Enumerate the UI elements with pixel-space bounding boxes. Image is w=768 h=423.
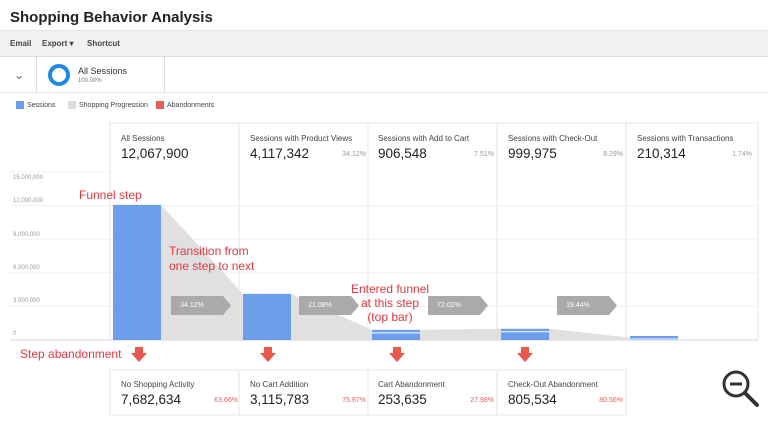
legend-item-sessions: Sessions [16, 101, 55, 109]
y-tick-label: 12,000,000 [13, 198, 44, 204]
segment-bar: ⌄ All Sessions 100.00% [0, 57, 768, 93]
transition-arrow [299, 296, 359, 315]
stage-value: 999,975 [508, 146, 557, 161]
toolbar: Email Export ▾ Shortcut [0, 31, 768, 57]
title-divider [0, 30, 768, 31]
segment-divider [36, 57, 37, 93]
page-title: Shopping Behavior Analysis [10, 9, 213, 26]
abandon-label: Cart Abandonment [378, 380, 445, 389]
transition-label: 72.02% [437, 302, 461, 309]
stage-value: 906,548 [378, 146, 427, 161]
segment-ring-icon[interactable] [48, 64, 70, 86]
stage-percent: 34.12% [342, 151, 366, 158]
legend-swatch-abandonments [156, 101, 164, 109]
legend-swatch-progression [68, 101, 76, 109]
annotation-entered-line3: (top bar) [367, 310, 413, 324]
abandon-percent: 75.67% [342, 397, 366, 404]
abandonment-arrow-icon [517, 347, 533, 362]
legend-item-abandonments: Abandonments [156, 101, 214, 109]
abandon-label: No Shopping Activity [121, 380, 195, 389]
segment-name[interactable]: All Sessions [78, 66, 128, 76]
stage-percent: 8.29% [603, 151, 623, 158]
chevron-down-icon[interactable]: ⌄ [14, 68, 25, 82]
abandon-value: 253,635 [378, 392, 427, 407]
abandon-value: 3,115,783 [250, 392, 310, 407]
transition-arrow [428, 296, 488, 315]
segment-divider-right [164, 57, 165, 93]
abandon-percent: 27.98% [470, 397, 494, 404]
stage-value: 210,314 [637, 146, 686, 161]
email-button[interactable]: Email [10, 39, 32, 48]
y-tick-label: 6,000,000 [13, 265, 40, 271]
annotation-transition-line2: one step to next [169, 259, 255, 273]
funnel-bar [372, 329, 420, 340]
abandon-percent: 63.66% [214, 397, 238, 404]
abandonment-arrow-icon [389, 347, 405, 362]
abandon-value: 805,534 [508, 392, 557, 407]
zoom-out-icon[interactable] [720, 368, 760, 408]
legend-swatch-sessions [16, 101, 24, 109]
transition-label: 21.08% [308, 302, 332, 309]
annotation-step-abandonment: Step abandonment [20, 347, 122, 361]
stage-label: Sessions with Product Views [250, 134, 353, 143]
legend-label: Sessions [27, 101, 56, 109]
stage-value: 4,117,342 [250, 146, 310, 161]
annotation-entered-line2: at this step [360, 296, 420, 310]
stage-label: Sessions with Check-Out [508, 134, 598, 143]
funnel-bar [113, 204, 161, 340]
legend-label: Shopping Progression [79, 101, 148, 109]
shortcut-button[interactable]: Shortcut [87, 39, 120, 48]
stage-percent: 7.51% [474, 151, 494, 158]
y-tick-label: 9,000,000 [13, 232, 40, 238]
annotation-funnel-step: Funnel step [79, 188, 142, 202]
stage-percent: 1.74% [732, 151, 752, 158]
y-tick-label: 15,000,000 [13, 175, 44, 181]
progression-shape [420, 328, 501, 340]
funnel-bar [501, 328, 549, 340]
transition-arrow [171, 296, 231, 315]
stage-label: Sessions with Transactions [637, 134, 734, 143]
stage-label: Sessions with Add to Cart [378, 134, 470, 143]
transition-label: 34.12% [180, 302, 204, 309]
annotation-entered-line1: Entered funnel [350, 282, 430, 296]
stage-value: 12,067,900 [121, 146, 189, 161]
transition-arrow [557, 296, 617, 315]
funnel-bar [630, 336, 678, 340]
abandon-label: No Cart Addition [250, 380, 309, 389]
export-button[interactable]: Export ▾ [42, 39, 74, 48]
transition-label: 19.44% [566, 302, 590, 309]
abandon-percent: 80.56% [599, 397, 623, 404]
abandon-label: Check-Out Abandonment [508, 380, 598, 389]
legend-label: Abandonments [167, 101, 215, 109]
y-tick-label: 3,000,000 [13, 298, 40, 304]
stage-label: All Sessions [121, 134, 165, 143]
legend-item-progression: Shopping Progression [68, 101, 148, 109]
y-tick-label: 0 [13, 331, 17, 337]
funnel-bar [243, 293, 291, 340]
abandonment-arrow-icon [131, 347, 147, 362]
annotation-transition-line1: Transition from [169, 244, 249, 258]
progression-shape [549, 328, 630, 340]
abandon-value: 7,682,634 [121, 392, 182, 407]
segment-percent: 100.00% [78, 78, 102, 84]
abandonment-arrow-icon [260, 347, 276, 362]
